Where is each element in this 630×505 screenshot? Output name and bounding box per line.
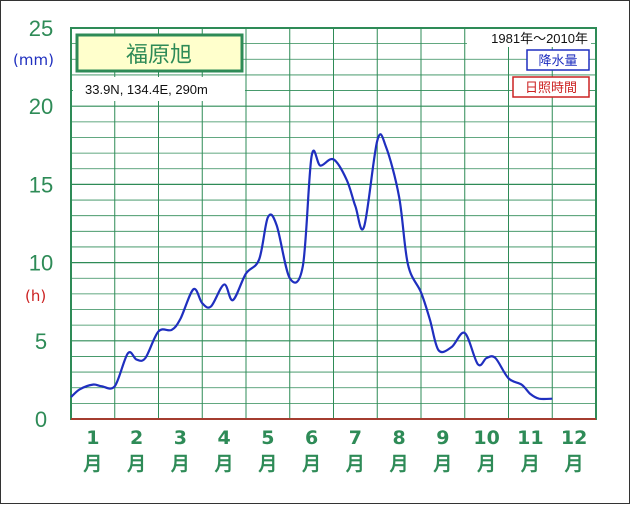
month-number: 11 — [517, 427, 543, 449]
month-number: 6 — [305, 427, 318, 449]
precip-unit-label: (mm) — [13, 51, 54, 69]
month-number: 3 — [174, 427, 187, 449]
month-number: 9 — [436, 427, 449, 449]
month-unit: 月 — [126, 453, 146, 475]
month-unit: 月 — [564, 453, 584, 475]
y-tick-label: 10 — [29, 251, 53, 276]
month-unit: 月 — [432, 453, 452, 475]
month-number: 8 — [393, 427, 406, 449]
period-text: 1981年〜2010年 — [491, 31, 588, 46]
legend-sunshine: 日照時間 — [525, 81, 577, 96]
month-number: 5 — [261, 427, 274, 449]
month-number: 12 — [561, 427, 587, 449]
legend-sunshine-box — [512, 76, 590, 98]
y-tick-labels: 0 5 10 15 20 25 — [29, 16, 53, 432]
month-unit: 月 — [389, 453, 409, 475]
month-number: 4 — [218, 427, 231, 449]
series-line-precipitation — [70, 133, 553, 401]
period-box — [467, 29, 591, 47]
month-unit: 月 — [345, 453, 365, 475]
y-tick-label: 25 — [29, 16, 53, 41]
y-tick-label: 15 — [29, 172, 53, 197]
y-tick-label: 20 — [29, 94, 53, 119]
month-unit: 月 — [214, 453, 234, 475]
month-unit: 月 — [82, 453, 102, 475]
month-unit: 月 — [170, 453, 190, 475]
month-number: 7 — [349, 427, 362, 449]
month-unit: 月 — [301, 453, 321, 475]
location-text: 33.9N, 134.4E, 290m — [85, 82, 208, 97]
y-tick-label: 5 — [35, 329, 47, 354]
legend-precip-box — [526, 49, 590, 71]
sunshine-unit-label: (h) — [25, 287, 46, 305]
month-number: 2 — [130, 427, 143, 449]
month-unit: 月 — [257, 453, 277, 475]
location-box — [73, 77, 245, 101]
station-name: 福原旭 — [126, 43, 192, 68]
x-tick-labels: 1 月 2 月 3 月 4 月 5 月 6 月 7 月 8 月 9 月 10 月 11 月 12 月 — [82, 427, 587, 475]
month-unit: 月 — [520, 453, 540, 475]
month-unit: 月 — [476, 453, 496, 475]
series-group — [70, 133, 553, 401]
station-name-box — [75, 33, 244, 73]
legend-precip: 降水量 — [538, 54, 577, 69]
month-number: 1 — [86, 427, 99, 449]
y-tick-label: 0 — [35, 407, 47, 432]
month-number: 10 — [473, 427, 499, 449]
